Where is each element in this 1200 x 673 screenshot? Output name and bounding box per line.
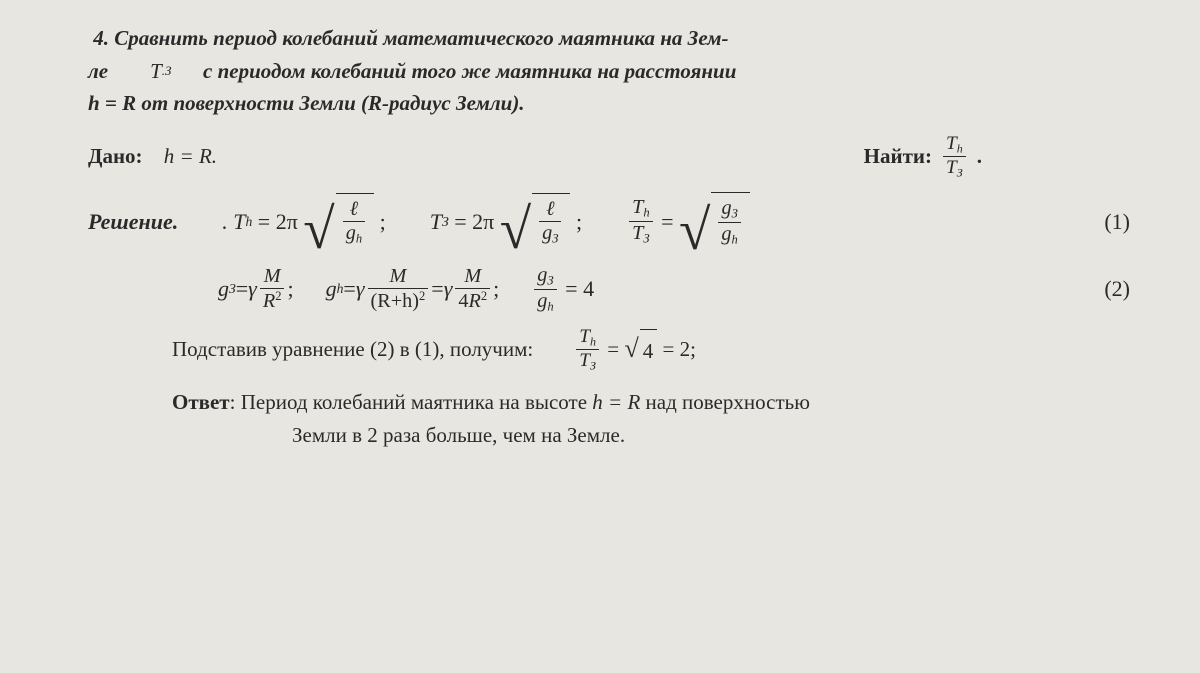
eq2-ratio: gЗ gh = 4 <box>531 265 594 313</box>
eq1-th-base: T <box>233 205 245 239</box>
eq1-gh-sub-a: h <box>356 232 362 246</box>
problem-line-b: ле <box>88 59 108 83</box>
sub-result: = 2; <box>663 333 696 366</box>
eq1r-t3s: З <box>643 232 649 246</box>
eq1-l-b: ℓ <box>543 199 557 221</box>
eq2-ghs: h <box>337 278 344 299</box>
eq2-eq-a: = <box>236 272 248 306</box>
eq2-number: (2) <box>1084 272 1130 306</box>
sub-t3s: З <box>590 358 596 372</box>
eq1-t3-sub: З <box>442 211 449 232</box>
eq2-g3: gЗ = γ M R2 ; <box>218 266 294 312</box>
eq2-R-a: R <box>263 290 275 312</box>
given-expr: h = R. <box>164 140 217 173</box>
find-label: Найти: <box>864 140 932 173</box>
eq1-semi-a: ; <box>380 205 386 239</box>
eq1-2pi-a: = 2π <box>258 205 298 239</box>
eq2r-ghs: h <box>547 299 553 313</box>
eq2-gh: gh = γ M (R+h)2 = γ M 4R2 ; <box>326 266 500 312</box>
sub-th: T <box>579 326 590 347</box>
problem-number: 4. <box>93 26 109 50</box>
eq2-4: 4 <box>458 290 468 312</box>
eq2-M-a: M <box>261 266 284 288</box>
eq1-ratio: Th TЗ = √ gЗ gh <box>626 192 750 250</box>
sub-sqrt: √ 4 <box>624 329 657 370</box>
substitution-row: Подставив уравнение (2) в (1), получим: … <box>88 327 1130 372</box>
eq1-l-a: ℓ <box>347 199 361 221</box>
given-find-row: Дано: h = R. Найти: Th TЗ . <box>88 134 1130 179</box>
eq2-g3s: З <box>229 278 236 299</box>
sub-ths: h <box>590 335 596 349</box>
eq2-R-c: R <box>469 290 481 312</box>
eq2-M-b: M <box>386 266 409 288</box>
problem-line-a: Сравнить период колебаний математическог… <box>114 26 728 50</box>
eq1-semi-b: ; <box>576 205 582 239</box>
eq2-R2-a: 2 <box>275 289 281 303</box>
problem-statement: 4. Сравнить период колебаний математичес… <box>88 22 1130 120</box>
eq2-semi-a: ; <box>287 272 293 306</box>
eq2-gamma-a: γ <box>248 272 257 306</box>
eq2-ghb: g <box>326 272 337 306</box>
problem-line-c: с периодом колебаний того же маятника на… <box>203 59 736 83</box>
eq1r-ths: h <box>643 206 649 220</box>
eq2-eq4: = 4 <box>565 272 594 306</box>
sub-eq: = <box>607 333 619 366</box>
sub-4: 4 <box>640 329 658 370</box>
eq2-gamma-c: γ <box>444 272 453 306</box>
eq1-t3: TЗ = 2π √ ℓ gЗ ; <box>430 193 582 250</box>
eq1-sqrt-a: √ ℓ gh <box>303 193 374 250</box>
answer-text-a: : Период колебаний маятника на высоте <box>230 390 593 414</box>
eq2r-g3s: З <box>547 273 553 287</box>
find-num-sub: h <box>957 141 963 155</box>
eq2-Rh: (R+h) <box>371 290 420 312</box>
answer-text-b: над поверхностью <box>640 390 810 414</box>
find-fraction: Th TЗ <box>940 134 969 179</box>
eq1-th: . Th = 2π √ ℓ gh ; <box>222 193 385 250</box>
eq1-g3-base-b: g <box>542 222 552 244</box>
equation-row-2: gЗ = γ M R2 ; gh = γ M (R+h)2 = γ M 4R2 … <box>88 265 1130 313</box>
eq2r-gh: g <box>537 290 547 312</box>
eq2r-g3: g <box>537 264 547 286</box>
find-num-base: T <box>946 133 957 154</box>
eq1r-gh: g <box>721 223 731 245</box>
find-den-base: T <box>946 157 957 178</box>
answer-text-c: Земли в 2 раза больше, чем на Земле. <box>172 419 625 452</box>
find-den-sub: З <box>957 165 963 179</box>
eq2-eq-b: = <box>343 272 355 306</box>
answer-hR: h = R <box>592 386 640 419</box>
solution-label: Решение. <box>88 205 178 239</box>
find-dot: . <box>977 140 982 173</box>
eq1-gh-base-a: g <box>346 222 356 244</box>
sub-t3: T <box>579 350 590 371</box>
eq2-M-c: M <box>461 266 484 288</box>
var-t3-sub: .З <box>162 61 172 81</box>
equation-row-1: Решение. . Th = 2π √ ℓ gh ; TЗ = 2π √ <box>88 192 1130 250</box>
subst-eq: Th TЗ = √ 4 = 2; <box>573 327 696 372</box>
eq1-t3-base: T <box>430 205 442 239</box>
eq1-eq-c: = <box>661 205 673 239</box>
problem-line-d: h = R от поверхности Земли (R-радиус Зем… <box>88 91 525 115</box>
eq1-sqrt-c: √ gЗ gh <box>679 192 750 250</box>
eq2-g3b: g <box>218 272 229 306</box>
eq2-R2-c: 2 <box>481 289 487 303</box>
eq1r-ghs: h <box>732 233 738 247</box>
eq1-sqrt-b: √ ℓ gЗ <box>500 193 571 250</box>
eq2-semi-c: ; <box>493 272 499 306</box>
eq2-gamma-b: γ <box>356 272 365 306</box>
eq1-g3-sub-b: З <box>552 232 558 246</box>
answer-label: Ответ <box>172 390 230 414</box>
eq1-number: (1) <box>1084 205 1130 239</box>
eq1r-g3s: З <box>732 207 738 221</box>
eq2-eq-c: = <box>431 272 443 306</box>
eq1r-t3: T <box>632 222 643 244</box>
eq1r-th: T <box>632 196 643 218</box>
given-label: Дано: <box>88 140 143 173</box>
eq1-2pi-b: = 2π <box>454 205 494 239</box>
subst-text: Подставив уравнение (2) в (1), получим: <box>172 333 533 366</box>
eq1-th-sub: h <box>245 211 252 232</box>
eq1r-g3: g <box>721 197 731 219</box>
eq2-Rh2: 2 <box>419 289 425 303</box>
answer-block: Ответ: Период колебаний маятника на высо… <box>88 386 1130 451</box>
var-t3: T <box>150 55 162 88</box>
